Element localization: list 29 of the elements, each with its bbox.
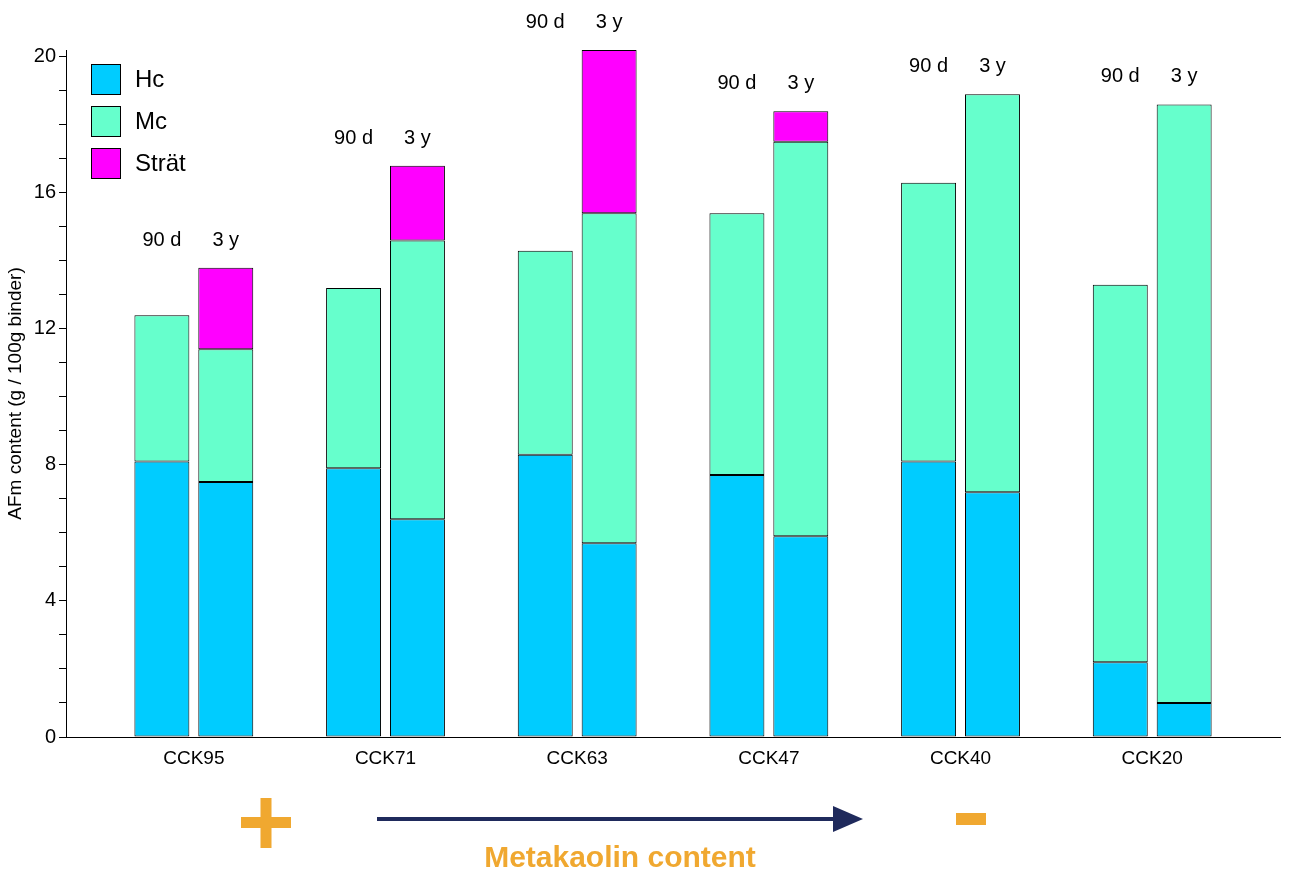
text: CCK20 xyxy=(1121,746,1183,768)
text: Metakaolin content xyxy=(483,840,757,874)
y-axis-title: AFm content (g / 100g binder) xyxy=(3,267,25,520)
legend-label: Mc xyxy=(135,107,168,135)
x-tick-label: 90 d xyxy=(717,71,757,94)
y-tick-label: 12 xyxy=(33,316,57,339)
x-tick-label: 90 d xyxy=(334,125,374,148)
y-tick-label: 0 xyxy=(44,724,57,747)
x-tick-label: 3 y xyxy=(595,10,623,32)
text: CCK40 xyxy=(929,746,992,768)
x-tick-label: 3 y xyxy=(787,71,815,94)
y-tick-label: 16 xyxy=(33,180,57,203)
text: CCK95 xyxy=(163,746,225,768)
y-tick-label: 4 xyxy=(44,588,57,611)
y-tick-label: 20 xyxy=(33,44,57,67)
legend-label: Hc xyxy=(135,65,165,93)
x-tick-label: 3 y xyxy=(404,125,431,148)
x-tick-label: 90 d xyxy=(142,227,182,250)
x-tick-label: 3 y xyxy=(1170,64,1198,87)
x-tick-label: 3 y xyxy=(212,227,240,250)
text: CCK47 xyxy=(738,746,800,768)
y-tick-label: 8 xyxy=(44,452,57,475)
x-tick-label: 3 y xyxy=(979,54,1006,77)
text: CCK71 xyxy=(354,746,417,768)
x-tick-label: 90 d xyxy=(909,54,949,77)
legend-label: Strät xyxy=(135,149,186,177)
x-tick-label: 90 d xyxy=(1100,64,1140,87)
text: CCK63 xyxy=(546,746,608,768)
x-tick-label: 90 d xyxy=(525,10,565,32)
